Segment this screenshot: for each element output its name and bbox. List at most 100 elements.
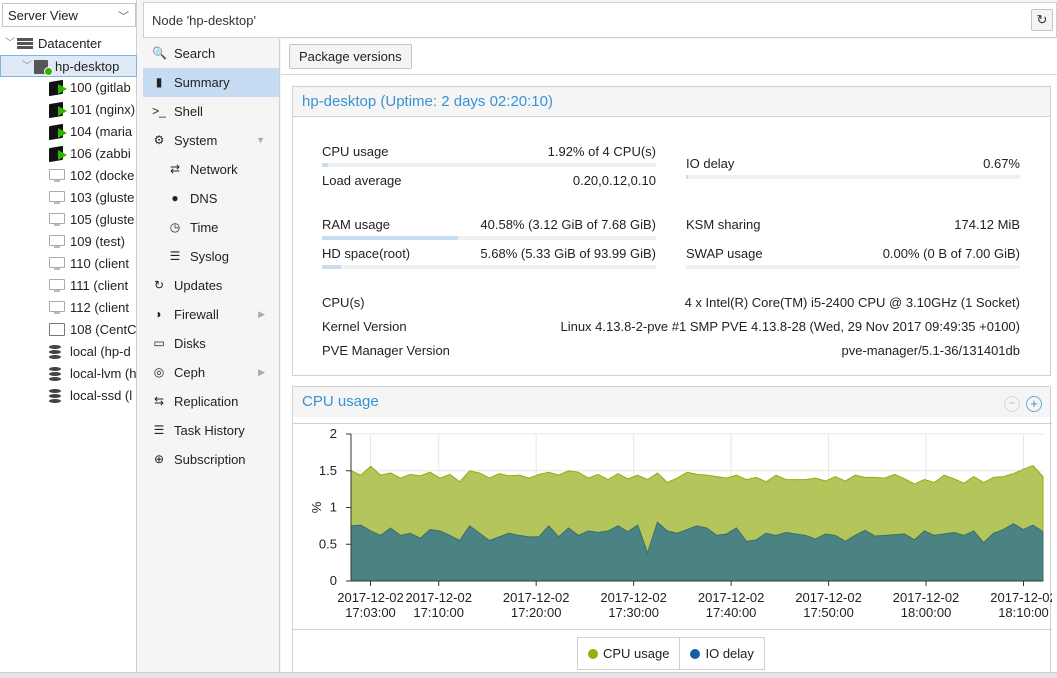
package-versions-button[interactable]: Package versions [289,44,412,69]
x-tick-label-date: 2017-12-02 [503,590,570,605]
tree-item-vm[interactable]: 103 (gluste [0,187,137,209]
node-icon [34,60,53,76]
x-tick-label-date: 2017-12-02 [698,590,765,605]
tree-item-template[interactable]: 108 (CentC [0,319,137,341]
support-icon: ⊕ [153,452,165,466]
zoom-reset-icon[interactable]: − [1004,396,1020,412]
exchange-icon: ⇄ [169,162,181,176]
tree-item-label: 110 (client [70,256,130,271]
nav-item-system[interactable]: ⚙ System ▼ [143,126,279,155]
vm-icon [49,213,65,227]
y-tick-label: 0.5 [319,536,337,551]
tree-item-ct-running[interactable]: 106 (zabbi [0,143,137,165]
tree-item-storage[interactable]: local (hp-d [0,341,137,363]
hd-space-label: HD space(root) [322,246,411,261]
vm-icon [49,169,65,183]
tree-item-storage[interactable]: local-ssd (l [0,385,137,407]
nav-item-label: Summary [174,75,230,90]
cpu-usage-value: 1.92% of 4 CPU(s) [547,144,656,159]
hd-space-stat: HD space(root) 5.68% (5.33 GiB of 93.99 … [322,246,656,269]
x-tick-label-date: 2017-12-02 [893,590,960,605]
tree-expander-icon[interactable]: ﹀ [5,38,15,49]
node-nav-menu: 🔍 Search ▮ Summary >_ Shell ⚙ System ▼ ⇄ Network ● D… [143,39,280,672]
nav-item-subscription[interactable]: ⊕ Subscription [143,445,279,474]
x-tick-label-date: 2017-12-02 [600,590,667,605]
tree-item-label: local (hp-d [70,344,131,359]
tree-item-label: 103 (gluste [70,190,135,205]
tree-item-vm[interactable]: 110 (client [0,253,137,275]
tree-item-vm[interactable]: 112 (client [0,297,137,319]
caret-right-icon[interactable]: ▶ [258,309,265,319]
nav-item-disks[interactable]: ▭ Disks [143,329,279,358]
globe-icon: ● [171,191,179,205]
resource-tree: ﹀ Datacenter ﹀ hp-desktop 100 (gitlab 101 (ng… [0,33,137,407]
tree-item-vm[interactable]: 111 (client [0,275,137,297]
tree-item-label: 111 (client [70,278,129,293]
nav-item-label: Disks [174,336,206,351]
zoom-in-icon[interactable]: + [1026,396,1042,412]
container-running-icon [49,123,67,141]
tree-item-ct-running[interactable]: 104 (maria [0,121,137,143]
vm-icon [49,257,65,271]
nav-item-ceph[interactable]: ◎ Ceph ▶ [143,358,279,387]
tree-item-vm[interactable]: 109 (test) [0,231,137,253]
y-tick-label: 1.5 [319,463,337,478]
nav-item-firewall[interactable]: ◗ Firewall ▶ [143,300,279,329]
chevron-down-icon[interactable]: ﹀ [118,11,129,23]
nav-item-search[interactable]: 🔍 Search [143,39,279,68]
template-icon [49,323,65,337]
nav-item-label: Shell [174,104,203,119]
x-tick-label-date: 2017-12-02 [405,590,472,605]
legend-item-cpu-usage[interactable]: CPU usage [578,638,679,669]
tree-expander-icon[interactable]: ﹀ [22,61,32,72]
x-tick-label-time: 18:00:00 [901,605,952,620]
view-select-value: Server View [8,8,78,23]
tree-item-node[interactable]: ﹀ hp-desktop [0,55,137,77]
status-panel-title: hp-desktop (Uptime: 2 days 02:20:10) [293,87,1050,117]
ram-usage-stat: RAM usage 40.58% (3.12 GiB of 7.68 GiB) [322,217,656,240]
retweet-icon: ⇆ [153,394,165,408]
terminal-icon: >_ [152,104,166,118]
tree-item-label: 108 (CentC [70,322,137,337]
tree-item-label: 112 (client [70,300,130,315]
swap-usage-stat: SWAP usage 0.00% (0 B of 7.00 GiB) [686,246,1020,269]
nav-item-time[interactable]: ◷ Time [143,213,279,242]
caret-down-icon[interactable]: ▼ [256,135,265,145]
kernel-label: Kernel Version [322,319,407,334]
ram-usage-bar [322,236,656,240]
legend-item-io-delay[interactable]: IO delay [679,638,763,669]
storage-icon [49,389,65,403]
cpu-usage-chart[interactable]: 0 0.5 1 1.5 2% 2017-12-02 17:03:00 2017-12-02 17… [293,423,1057,630]
load-average-label: Load average [322,173,402,188]
tree-item-label: 106 (zabbi [70,146,131,161]
tree-item-datacenter[interactable]: ﹀ Datacenter [0,33,137,55]
nav-item-dns[interactable]: ● DNS [143,184,279,213]
nav-item-updates[interactable]: ↻ Updates [143,271,279,300]
kernel-value: Linux 4.13.8-2-pve #1 SMP PVE 4.13.8-28 … [560,319,1020,334]
cogs-icon: ⚙ [153,133,165,147]
nav-item-network[interactable]: ⇄ Network [143,155,279,184]
nav-item-summary[interactable]: ▮ Summary [143,68,279,97]
caret-right-icon[interactable]: ▶ [258,367,265,377]
nav-item-replication[interactable]: ⇆ Replication [143,387,279,416]
hd-space-bar [322,265,656,269]
tree-item-vm[interactable]: 102 (docke [0,165,137,187]
tree-item-vm[interactable]: 105 (gluste [0,209,137,231]
io-delay-stat: IO delay 0.67% [686,156,1020,179]
nav-item-label: Network [190,162,238,177]
nav-item-task-history[interactable]: ☰ Task History [143,416,279,445]
x-tick-label-date: 2017-12-02 [337,590,404,605]
reload-button[interactable]: ↻ [1031,9,1053,31]
swap-usage-label: SWAP usage [686,246,763,261]
tree-item-label: local-lvm (h [70,366,137,381]
hd-space-bar-fill [322,265,341,269]
tree-item-storage[interactable]: local-lvm (h [0,363,137,385]
nav-item-shell[interactable]: >_ Shell [143,97,279,126]
summary-content: Package versions hp-desktop (Uptime: 2 d… [281,39,1057,678]
nav-item-label: Updates [174,278,223,293]
tree-item-ct-running[interactable]: 100 (gitlab [0,77,137,99]
view-select[interactable]: Server View ﹀ [2,3,136,27]
ksm-sharing-label: KSM sharing [686,217,761,232]
tree-item-ct-running[interactable]: 101 (nginx) [0,99,137,121]
nav-item-syslog[interactable]: ☰ Syslog [143,242,279,271]
